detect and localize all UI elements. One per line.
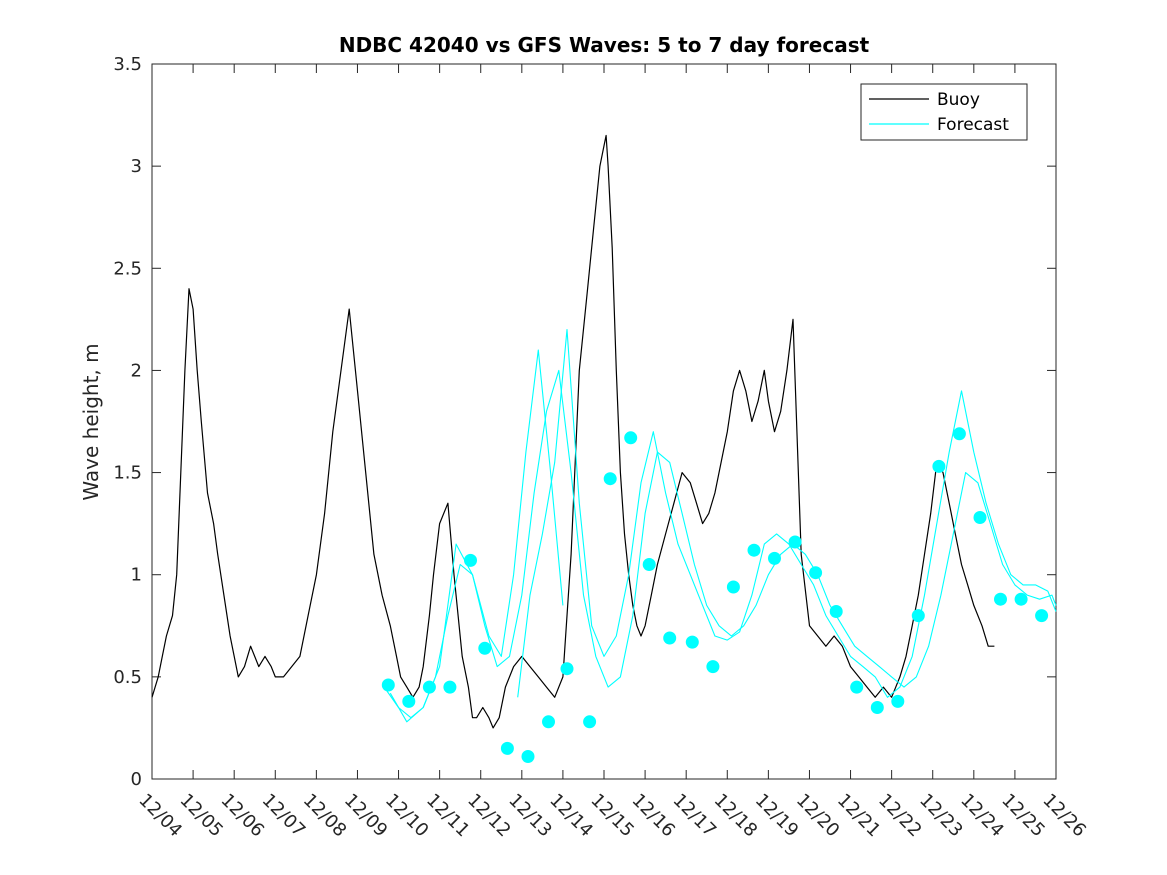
x-tick-label: 12/25 [997, 790, 1049, 842]
x-tick-label: 12/07 [258, 790, 310, 842]
x-tick-label: 12/15 [586, 790, 638, 842]
legend-label-forecast: Forecast [937, 115, 1009, 135]
forecast-marker [747, 543, 761, 557]
x-tick-label: 12/23 [915, 790, 967, 842]
buoy-series-line [151, 134, 995, 729]
forecast-marker [768, 551, 781, 565]
y-tick-label: 1 [131, 565, 142, 586]
forecast-marker [663, 631, 677, 645]
x-tick-label: 12/11 [422, 790, 474, 842]
forecast-marker [685, 635, 699, 649]
forecast-marker [464, 553, 477, 567]
forecast-marker [829, 605, 843, 618]
forecast-marker [500, 741, 514, 755]
y-tick-label: 2.5 [113, 258, 142, 279]
y-tick-label: 1.5 [113, 463, 142, 484]
forecast-marker [381, 678, 395, 692]
y-tick-label: 2 [131, 360, 142, 381]
x-tick-label: 12/18 [710, 790, 762, 842]
forecast-marker [560, 662, 574, 676]
x-tick-label: 12/10 [381, 790, 433, 842]
forecast-marker [726, 580, 740, 594]
y-tick-label: 0 [131, 769, 142, 790]
y-tick-label: 3.5 [113, 54, 142, 75]
forecast-marker [1014, 592, 1028, 606]
legend-label-buoy: Buoy [937, 90, 980, 110]
forecast-marker [521, 750, 535, 763]
forecast-marker [706, 660, 720, 674]
legend: Buoy Forecast [860, 83, 1028, 141]
y-tick-label: 3 [131, 156, 142, 177]
forecast-marker [891, 694, 905, 708]
x-tick-label: 12/26 [1038, 790, 1090, 842]
x-tick-label: 12/22 [874, 790, 926, 842]
x-tick-label: 12/17 [669, 790, 721, 842]
forecast-marker [973, 511, 987, 524]
x-tick-label: 12/09 [340, 790, 392, 842]
forecast-marker [850, 680, 864, 694]
x-tick-label: 12/04 [134, 790, 186, 842]
y-tick-label: 0.5 [113, 667, 142, 688]
x-tick-label: 12/05 [176, 790, 228, 842]
x-tick-label: 12/24 [956, 790, 1008, 842]
x-tick-label: 12/06 [217, 790, 269, 842]
x-tick-label: 12/21 [833, 790, 885, 842]
x-tick-label: 12/20 [792, 790, 844, 842]
forecast-marker [994, 592, 1007, 606]
forecast-series-line-2 [389, 349, 564, 723]
plot-area [151, 63, 1057, 780]
forecast-marker [443, 680, 457, 694]
x-tick-label: 12/13 [504, 790, 556, 842]
forecast-marker [911, 609, 925, 623]
forecast-marker [1035, 609, 1049, 623]
forecast-marker [624, 431, 638, 445]
forecast-series-line-1 [383, 369, 1057, 719]
y-axis-label: Wave height, m [79, 343, 103, 500]
x-tick-label: 12/14 [545, 790, 597, 842]
forecast-marker [809, 566, 823, 580]
forecast-marker [870, 701, 884, 714]
x-tick-label: 12/19 [751, 790, 803, 842]
x-tick-label: 12/08 [299, 790, 351, 842]
chart-title: NDBC 42040 vs GFS Waves: 5 to 7 day fore… [339, 33, 870, 57]
forecast-marker [583, 715, 597, 729]
forecast-marker [788, 535, 802, 549]
x-tick-label: 12/16 [628, 790, 680, 842]
forecast-marker [603, 472, 617, 486]
forecast-marker [542, 715, 555, 729]
forecast-marker [478, 641, 492, 655]
legend-box [860, 83, 1028, 141]
forecast-marker [402, 694, 416, 708]
forecast-series-line-3 [517, 329, 1057, 698]
forecast-marker [642, 558, 656, 571]
forecast-marker [422, 680, 436, 694]
x-tick-label: 12/12 [463, 790, 515, 842]
forecast-marker [932, 459, 946, 473]
forecast-marker [952, 427, 966, 441]
